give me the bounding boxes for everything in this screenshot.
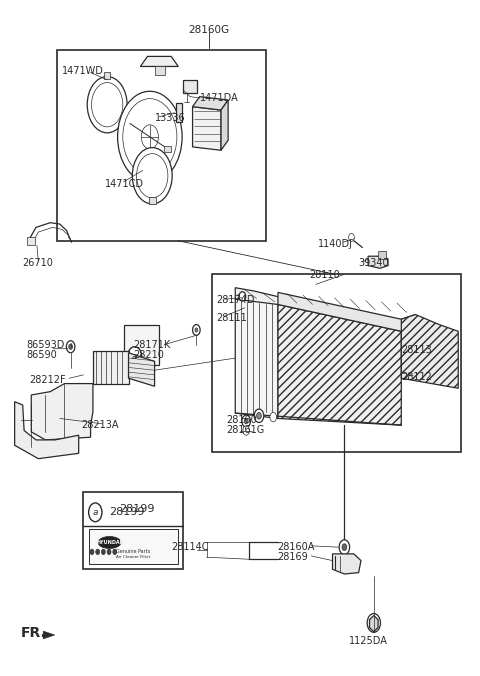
Polygon shape xyxy=(333,554,361,574)
Bar xyxy=(89,529,179,564)
Text: 28160: 28160 xyxy=(226,415,256,425)
Circle shape xyxy=(242,415,251,427)
Text: a: a xyxy=(132,352,137,361)
Text: HYUNDAI: HYUNDAI xyxy=(97,540,122,545)
Circle shape xyxy=(66,341,75,353)
Text: 26710: 26710 xyxy=(22,258,53,268)
Polygon shape xyxy=(368,256,388,268)
Bar xyxy=(212,274,461,452)
Bar xyxy=(176,103,181,122)
Circle shape xyxy=(371,619,377,627)
Text: 1471WD: 1471WD xyxy=(62,66,104,76)
Polygon shape xyxy=(278,304,401,425)
Circle shape xyxy=(113,549,117,554)
Bar xyxy=(124,324,159,365)
Circle shape xyxy=(90,549,94,554)
Ellipse shape xyxy=(98,537,121,548)
Bar xyxy=(149,197,156,204)
Text: 86593D: 86593D xyxy=(26,340,65,349)
Circle shape xyxy=(348,233,354,241)
Text: 39340: 39340 xyxy=(359,258,389,268)
Polygon shape xyxy=(221,100,228,150)
Bar xyxy=(57,50,266,241)
Text: 28174D: 28174D xyxy=(216,295,255,306)
Text: 13336: 13336 xyxy=(155,113,185,123)
Polygon shape xyxy=(192,107,221,150)
Bar xyxy=(155,66,165,74)
Polygon shape xyxy=(278,293,416,331)
Circle shape xyxy=(254,409,264,422)
Circle shape xyxy=(339,540,349,554)
Text: 28169: 28169 xyxy=(277,552,308,562)
Circle shape xyxy=(132,147,172,204)
Polygon shape xyxy=(14,402,79,459)
Bar xyxy=(378,251,386,259)
Circle shape xyxy=(239,292,246,301)
Circle shape xyxy=(118,91,182,183)
Text: 1471CD: 1471CD xyxy=(105,178,144,189)
Circle shape xyxy=(69,344,72,349)
Text: 86590: 86590 xyxy=(26,349,57,360)
Text: 28114C: 28114C xyxy=(171,542,209,552)
Text: 28199: 28199 xyxy=(109,507,145,517)
Text: 28212F: 28212F xyxy=(29,375,65,385)
Text: 28160A: 28160A xyxy=(277,542,314,552)
Circle shape xyxy=(101,549,105,554)
Polygon shape xyxy=(192,97,228,110)
Text: Genuine Parts: Genuine Parts xyxy=(116,550,150,554)
Text: 28210: 28210 xyxy=(133,349,164,360)
Text: 28161G: 28161G xyxy=(226,425,264,435)
Polygon shape xyxy=(129,353,155,386)
Circle shape xyxy=(367,614,381,632)
Circle shape xyxy=(89,503,102,522)
Polygon shape xyxy=(43,631,55,639)
Circle shape xyxy=(243,426,250,435)
Text: 28111: 28111 xyxy=(216,313,247,323)
Circle shape xyxy=(244,418,248,424)
Circle shape xyxy=(270,412,276,422)
Bar xyxy=(26,237,35,245)
Bar xyxy=(164,146,171,151)
Circle shape xyxy=(128,347,142,367)
Circle shape xyxy=(195,328,198,332)
Polygon shape xyxy=(235,299,278,418)
Text: 28160G: 28160G xyxy=(189,24,230,34)
Text: 28199: 28199 xyxy=(119,504,155,514)
Text: 28213A: 28213A xyxy=(81,420,119,430)
Text: 28112: 28112 xyxy=(401,372,432,382)
Circle shape xyxy=(192,324,200,335)
Circle shape xyxy=(107,549,111,554)
Circle shape xyxy=(342,544,347,550)
Text: 28110: 28110 xyxy=(309,270,339,280)
Text: FR.: FR. xyxy=(21,626,47,640)
Bar xyxy=(183,80,197,93)
Polygon shape xyxy=(401,314,458,388)
Circle shape xyxy=(96,549,99,554)
Bar xyxy=(84,492,183,569)
Text: 28113: 28113 xyxy=(401,345,432,355)
Polygon shape xyxy=(140,56,179,66)
Polygon shape xyxy=(31,383,93,440)
Polygon shape xyxy=(370,616,378,631)
Text: 28171K: 28171K xyxy=(133,340,170,349)
Bar xyxy=(93,352,129,383)
Text: 1471DA: 1471DA xyxy=(200,93,239,103)
Circle shape xyxy=(257,412,261,419)
Text: a: a xyxy=(93,508,98,517)
Text: Air Cleaner Filter: Air Cleaner Filter xyxy=(116,555,150,559)
Polygon shape xyxy=(235,288,401,335)
Text: 1125DA: 1125DA xyxy=(349,636,388,646)
Bar xyxy=(104,72,110,78)
Text: 1140DJ: 1140DJ xyxy=(318,239,353,249)
